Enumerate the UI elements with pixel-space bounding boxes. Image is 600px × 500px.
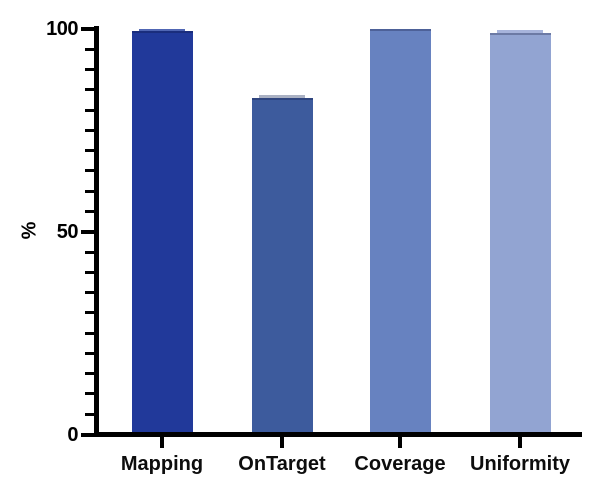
x-category-label: Coverage xyxy=(354,453,446,475)
x-category-label: Mapping xyxy=(120,453,204,475)
x-tick xyxy=(518,437,522,448)
y-tick-minor xyxy=(85,169,94,173)
bar xyxy=(131,31,193,436)
y-tick-minor xyxy=(85,47,94,51)
y-tick-minor xyxy=(85,68,94,72)
y-tick-minor xyxy=(85,189,94,193)
x-category-label: Uniformity xyxy=(470,453,570,475)
x-tick xyxy=(280,437,284,448)
y-tick-label: 0 xyxy=(67,423,78,446)
y-tick-major xyxy=(81,229,94,234)
y-axis-line xyxy=(94,26,99,437)
y-tick-minor xyxy=(85,108,94,112)
y-tick-minor xyxy=(85,351,94,355)
y-tick-minor xyxy=(85,392,94,396)
y-tick-minor xyxy=(85,128,94,132)
bar xyxy=(489,33,551,436)
y-tick-minor xyxy=(85,412,94,416)
y-tick-label: 50 xyxy=(56,220,79,243)
x-tick xyxy=(160,437,164,448)
y-tick-minor xyxy=(85,209,94,213)
y-tick-minor xyxy=(85,372,94,376)
bar xyxy=(369,29,431,436)
x-axis-line xyxy=(94,432,582,437)
x-tick xyxy=(398,437,402,448)
y-tick-minor xyxy=(85,149,94,153)
bar xyxy=(251,97,313,436)
y-tick-minor xyxy=(85,270,94,274)
y-tick-major xyxy=(81,27,94,31)
y-tick-minor xyxy=(85,331,94,335)
y-tick-label: 100 xyxy=(46,18,78,40)
y-tick-minor xyxy=(85,250,94,254)
y-tick-minor xyxy=(85,291,94,295)
y-tick-minor xyxy=(85,88,94,92)
x-category-label: OnTarget xyxy=(238,453,326,475)
y-tick-major xyxy=(81,432,94,437)
y-tick-minor xyxy=(85,311,94,315)
